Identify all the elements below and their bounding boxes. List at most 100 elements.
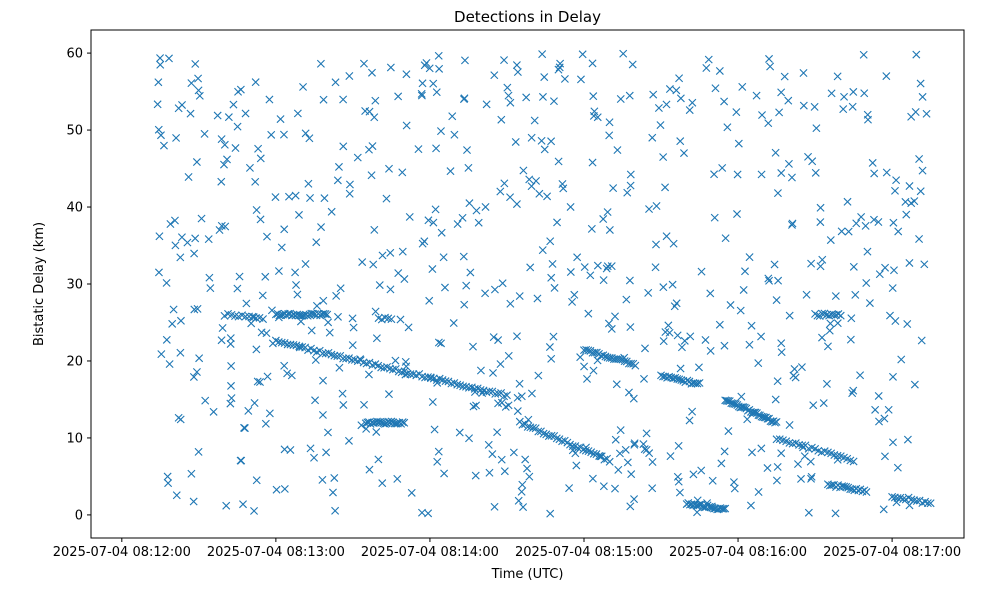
data-point [849, 262, 858, 271]
data-point [915, 155, 924, 163]
data-point [521, 455, 530, 464]
data-point [251, 78, 260, 87]
data-point [522, 93, 531, 102]
data-point [695, 378, 704, 387]
data-point [418, 239, 427, 248]
data-point [777, 348, 786, 357]
data-point [743, 415, 752, 424]
data-point [711, 84, 720, 93]
data-point [217, 135, 226, 144]
data-point [490, 285, 499, 294]
data-point [538, 50, 547, 59]
data-point [552, 434, 561, 443]
data-point [319, 296, 328, 305]
data-point [503, 83, 512, 92]
data-point [799, 69, 808, 78]
data-point [261, 419, 270, 428]
data-point [311, 396, 320, 405]
data-point [506, 98, 515, 107]
data-point [607, 324, 616, 333]
data-point [298, 342, 307, 351]
data-point [874, 217, 883, 226]
data-point [274, 267, 283, 276]
data-point [547, 137, 556, 146]
data-point [265, 95, 274, 104]
data-point [534, 371, 543, 380]
data-point [754, 359, 763, 368]
data-point [799, 101, 808, 110]
data-point [394, 367, 403, 376]
data-point [194, 74, 203, 83]
data-point [648, 133, 657, 142]
data-point [190, 305, 199, 314]
data-point [662, 100, 671, 109]
data-point [784, 159, 793, 168]
data-point [589, 449, 598, 458]
data-point [221, 222, 230, 231]
data-point [816, 218, 825, 227]
data-point [648, 484, 657, 493]
data-point [780, 72, 789, 81]
data-point [317, 223, 326, 232]
data-point [500, 392, 509, 401]
data-point [277, 338, 286, 347]
data-point [394, 269, 403, 278]
data-point [466, 268, 475, 277]
data-point [652, 202, 661, 211]
data-point [666, 452, 675, 461]
data-point [434, 338, 443, 347]
data-point [831, 509, 840, 518]
data-point [191, 234, 200, 243]
data-point [331, 506, 340, 515]
data-point [746, 501, 755, 510]
data-point [599, 351, 608, 360]
data-point [187, 79, 196, 88]
data-point [833, 319, 842, 328]
data-point [538, 246, 547, 255]
data-point [519, 166, 528, 175]
data-point [722, 396, 731, 405]
data-point [338, 389, 347, 398]
data-point [370, 225, 379, 234]
data-point [645, 449, 654, 458]
data-point [804, 508, 813, 517]
data-point [668, 280, 677, 289]
data-point [677, 376, 686, 385]
data-point [335, 363, 344, 372]
data-point [600, 455, 609, 464]
data-point [771, 418, 780, 427]
data-point [241, 312, 250, 321]
data-point [453, 220, 462, 229]
data-point [369, 260, 378, 269]
data-point [429, 79, 438, 88]
data-point [837, 227, 846, 236]
data-point [642, 445, 651, 454]
data-point [345, 71, 354, 80]
data-point [339, 400, 348, 409]
data-point [153, 100, 162, 109]
data-point [353, 153, 362, 162]
data-point [573, 253, 582, 262]
y-tick-label: 20 [66, 354, 83, 369]
data-point [717, 459, 726, 468]
data-point [271, 193, 280, 202]
data-point [720, 447, 729, 456]
data-point [912, 497, 921, 505]
data-point [316, 59, 325, 68]
data-point [628, 60, 637, 69]
data-point [765, 54, 774, 63]
data-point [320, 194, 329, 203]
data-point [428, 265, 437, 274]
data-point [572, 461, 581, 470]
data-point [912, 50, 921, 59]
data-point [398, 247, 407, 256]
data-point [889, 266, 898, 275]
data-point [485, 468, 494, 477]
data-point [497, 455, 506, 464]
x-tick-label: 2025-07-04 08:14:00 [361, 545, 499, 560]
data-point [400, 418, 409, 427]
data-point [641, 344, 649, 353]
data-point [402, 121, 411, 130]
data-point [827, 481, 836, 490]
data-point [899, 495, 908, 504]
